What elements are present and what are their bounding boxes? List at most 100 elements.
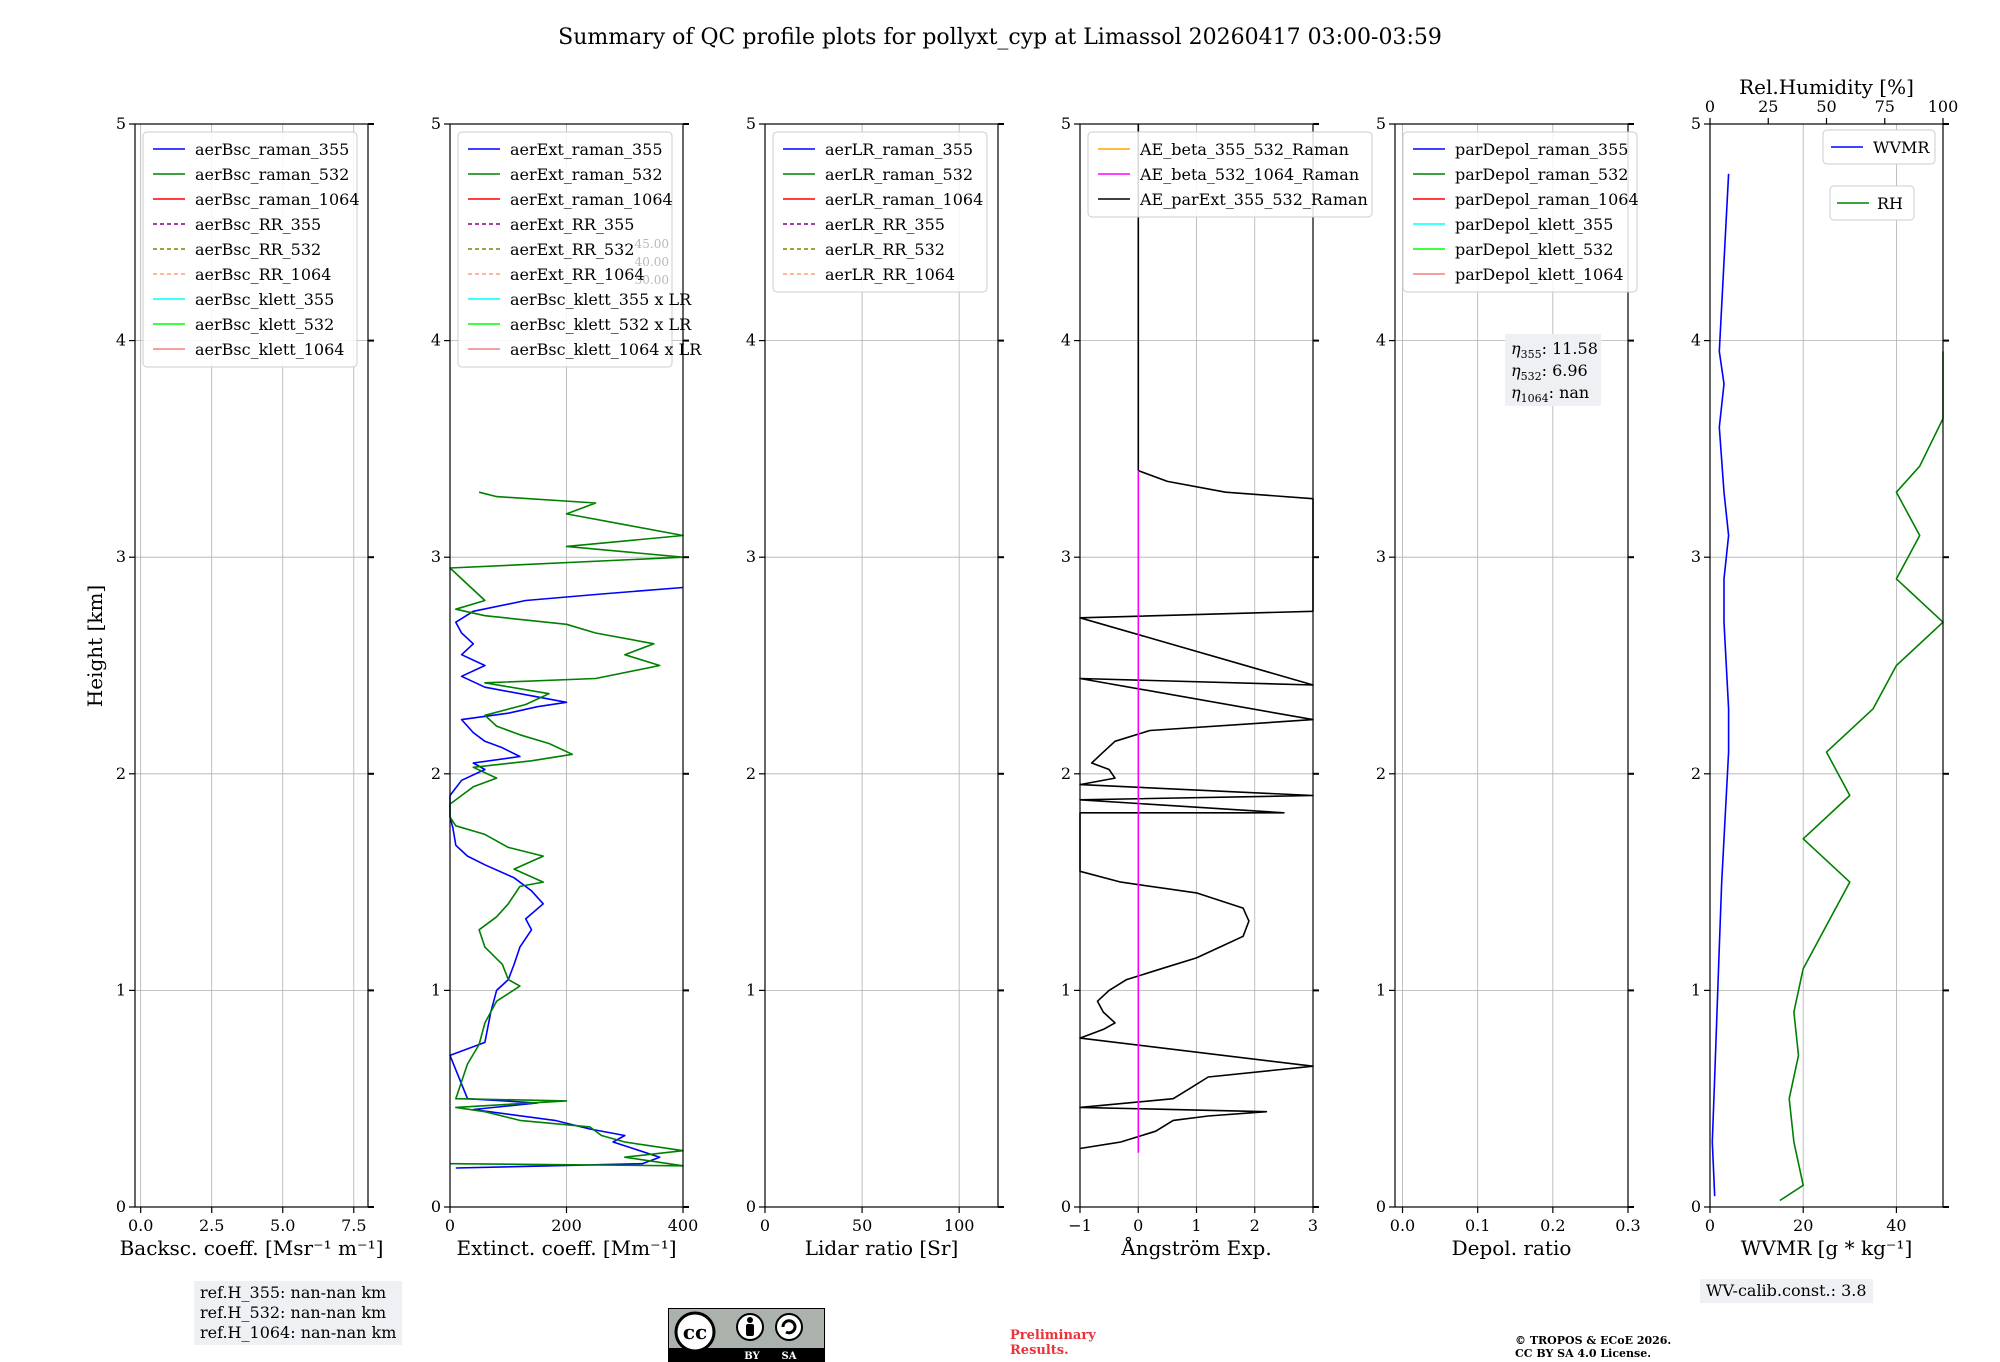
legend-label: aerBsc_RR_355 — [195, 215, 321, 234]
y-tick-label: 3 — [431, 547, 441, 566]
x-axis-label: Ångström Exp. — [1120, 1235, 1271, 1260]
legend-label: aerBsc_klett_532 — [195, 315, 334, 334]
y-tick-label: 2 — [1691, 764, 1701, 783]
x-axis-label: Depol. ratio — [1452, 1236, 1572, 1260]
x-tick-label: 0 — [1705, 1216, 1715, 1235]
x-tick-label: 0 — [760, 1216, 770, 1235]
series-line-AE_parExt_355_532_Raman — [1079, 124, 1314, 1150]
legend-label: aerBsc_klett_355 x LR — [510, 290, 692, 309]
y-tick-label: 4 — [116, 331, 126, 350]
figure-title: Summary of QC profile plots for pollyxt_… — [558, 25, 1442, 50]
x-tick-label: 0.2 — [1540, 1216, 1565, 1235]
legend-label: aerBsc_raman_532 — [195, 165, 349, 184]
x-tick-label: 200 — [551, 1216, 582, 1235]
x-tick-label: 2.5 — [199, 1216, 224, 1235]
legend-box-wvmr — [1822, 129, 1936, 165]
cc-license-badge[interactable]: cc BY SA — [668, 1308, 825, 1362]
y-tick-label: 1 — [746, 980, 756, 999]
series-line-RH — [1779, 351, 1944, 1202]
x-tick-label: 3 — [1308, 1216, 1318, 1235]
y-tick-label: 0 — [116, 1197, 126, 1216]
lr-annotation: 40.00 — [635, 255, 669, 269]
x-tick-label: −1 — [1068, 1216, 1092, 1235]
x-tick-label: 1 — [1191, 1216, 1201, 1235]
x-tick-label: 0.1 — [1465, 1216, 1490, 1235]
ref-height-532: ref.H_532: nan-nan km — [200, 1303, 387, 1322]
copyright-line2: CC BY SA 4.0 License. — [1515, 1347, 1652, 1360]
legend-label: parDepol_raman_355 — [1455, 140, 1628, 159]
legend-label: aerLR_RR_1064 — [825, 265, 955, 284]
y-tick-label: 5 — [1376, 114, 1386, 133]
y-tick-label: 0 — [1061, 1197, 1071, 1216]
y-tick-label: 1 — [1061, 980, 1071, 999]
plot-frame — [1709, 123, 1944, 1208]
top-x-tick-label: 0 — [1705, 97, 1715, 116]
x-axis-label: Lidar ratio [Sr] — [805, 1236, 959, 1260]
x-tick-label: 0 — [1133, 1216, 1143, 1235]
y-tick-label: 2 — [746, 764, 756, 783]
legend-label: aerBsc_klett_532 x LR — [510, 315, 692, 334]
legend-label: AE_beta_532_1064_Raman — [1139, 165, 1359, 184]
x-tick-label: 100 — [944, 1216, 975, 1235]
legend-label: aerBsc_RR_1064 — [195, 265, 331, 284]
top-x-tick-label: 100 — [1928, 97, 1959, 116]
x-axis-label: WVMR [g * kg⁻¹] — [1741, 1236, 1913, 1260]
x-tick-label: 400 — [668, 1216, 699, 1235]
y-tick-label: 4 — [431, 331, 441, 350]
x-tick-label: 0 — [445, 1216, 455, 1235]
y-tick-label: 0 — [1691, 1197, 1701, 1216]
x-axis-label: Extinct. coeff. [Mm⁻¹] — [456, 1236, 676, 1260]
plot-frame — [1394, 123, 1629, 1208]
height-axis-label: Height [km] — [83, 585, 107, 707]
y-tick-label: 4 — [1376, 331, 1386, 350]
wv-calibration-box: WV-calib.const.: 3.8 — [1700, 1279, 1873, 1303]
legend-label: parDepol_klett_1064 — [1455, 265, 1624, 284]
legend-label: parDepol_klett_355 — [1455, 215, 1613, 234]
y-tick-label: 0 — [746, 1197, 756, 1216]
legend-label: aerExt_raman_532 — [510, 165, 663, 184]
cc-icon-label: cc — [683, 1320, 707, 1344]
legend-label: AE_parExt_355_532_Raman — [1139, 190, 1368, 209]
legend-box — [772, 131, 988, 293]
y-tick-label: 0 — [431, 1197, 441, 1216]
y-tick-label: 1 — [1691, 980, 1701, 999]
x-axis-label: Backsc. coeff. [Msr⁻¹ m⁻¹] — [120, 1236, 384, 1260]
y-tick-label: 1 — [116, 980, 126, 999]
lr-annotation: 45.00 — [635, 237, 669, 251]
y-tick-label: 2 — [116, 764, 126, 783]
top-x-tick-label: 25 — [1758, 97, 1778, 116]
x-tick-label: 2 — [1250, 1216, 1260, 1235]
reference-height-box: ref.H_355: nan-nan km ref.H_532: nan-nan… — [194, 1281, 403, 1345]
top-x-axis-label: Rel.Humidity [%] — [1739, 75, 1914, 99]
preliminary-note: Preliminary Results. — [1010, 1328, 1096, 1358]
eta-value: η1064: nan — [1511, 383, 1589, 405]
y-tick-label: 3 — [1376, 547, 1386, 566]
series-line-aerExt_raman_355 — [449, 586, 684, 1169]
y-tick-label: 5 — [116, 114, 126, 133]
legend-label: RH — [1877, 194, 1903, 213]
ref-height-355: ref.H_355: nan-nan km — [200, 1283, 387, 1302]
wv-calib-const: WV-calib.const.: 3.8 — [1706, 1281, 1867, 1300]
preliminary-line1: Preliminary — [1010, 1328, 1096, 1343]
legend-box — [457, 131, 673, 368]
series-line-WVMR — [1711, 173, 1730, 1197]
x-tick-label: 7.5 — [341, 1216, 366, 1235]
legend-label: aerBsc_klett_355 — [195, 290, 334, 309]
y-tick-label: 5 — [431, 114, 441, 133]
legend-label: aerLR_RR_355 — [825, 215, 945, 234]
x-tick-label: 5.0 — [270, 1216, 295, 1235]
x-tick-label: 0.3 — [1615, 1216, 1640, 1235]
x-tick-label: 50 — [852, 1216, 872, 1235]
y-tick-label: 1 — [431, 980, 441, 999]
panel-depol: 0.0 0.1 0.2 0.3 Depol. ratio 0 1 2 3 4 5 parDepol_r… — [1376, 114, 1641, 1260]
y-tick-label: 4 — [1691, 331, 1701, 350]
y-tick-label: 2 — [1376, 764, 1386, 783]
cc-icon — [674, 1311, 716, 1353]
y-tick-label: 2 — [1061, 764, 1071, 783]
legend-label: aerLR_RR_532 — [825, 240, 945, 259]
cc-sa-label: SA — [782, 1351, 797, 1362]
legend-label: aerLR_raman_1064 — [825, 190, 983, 209]
share-alike-icon — [775, 1313, 803, 1341]
plot-frame — [764, 123, 999, 1208]
